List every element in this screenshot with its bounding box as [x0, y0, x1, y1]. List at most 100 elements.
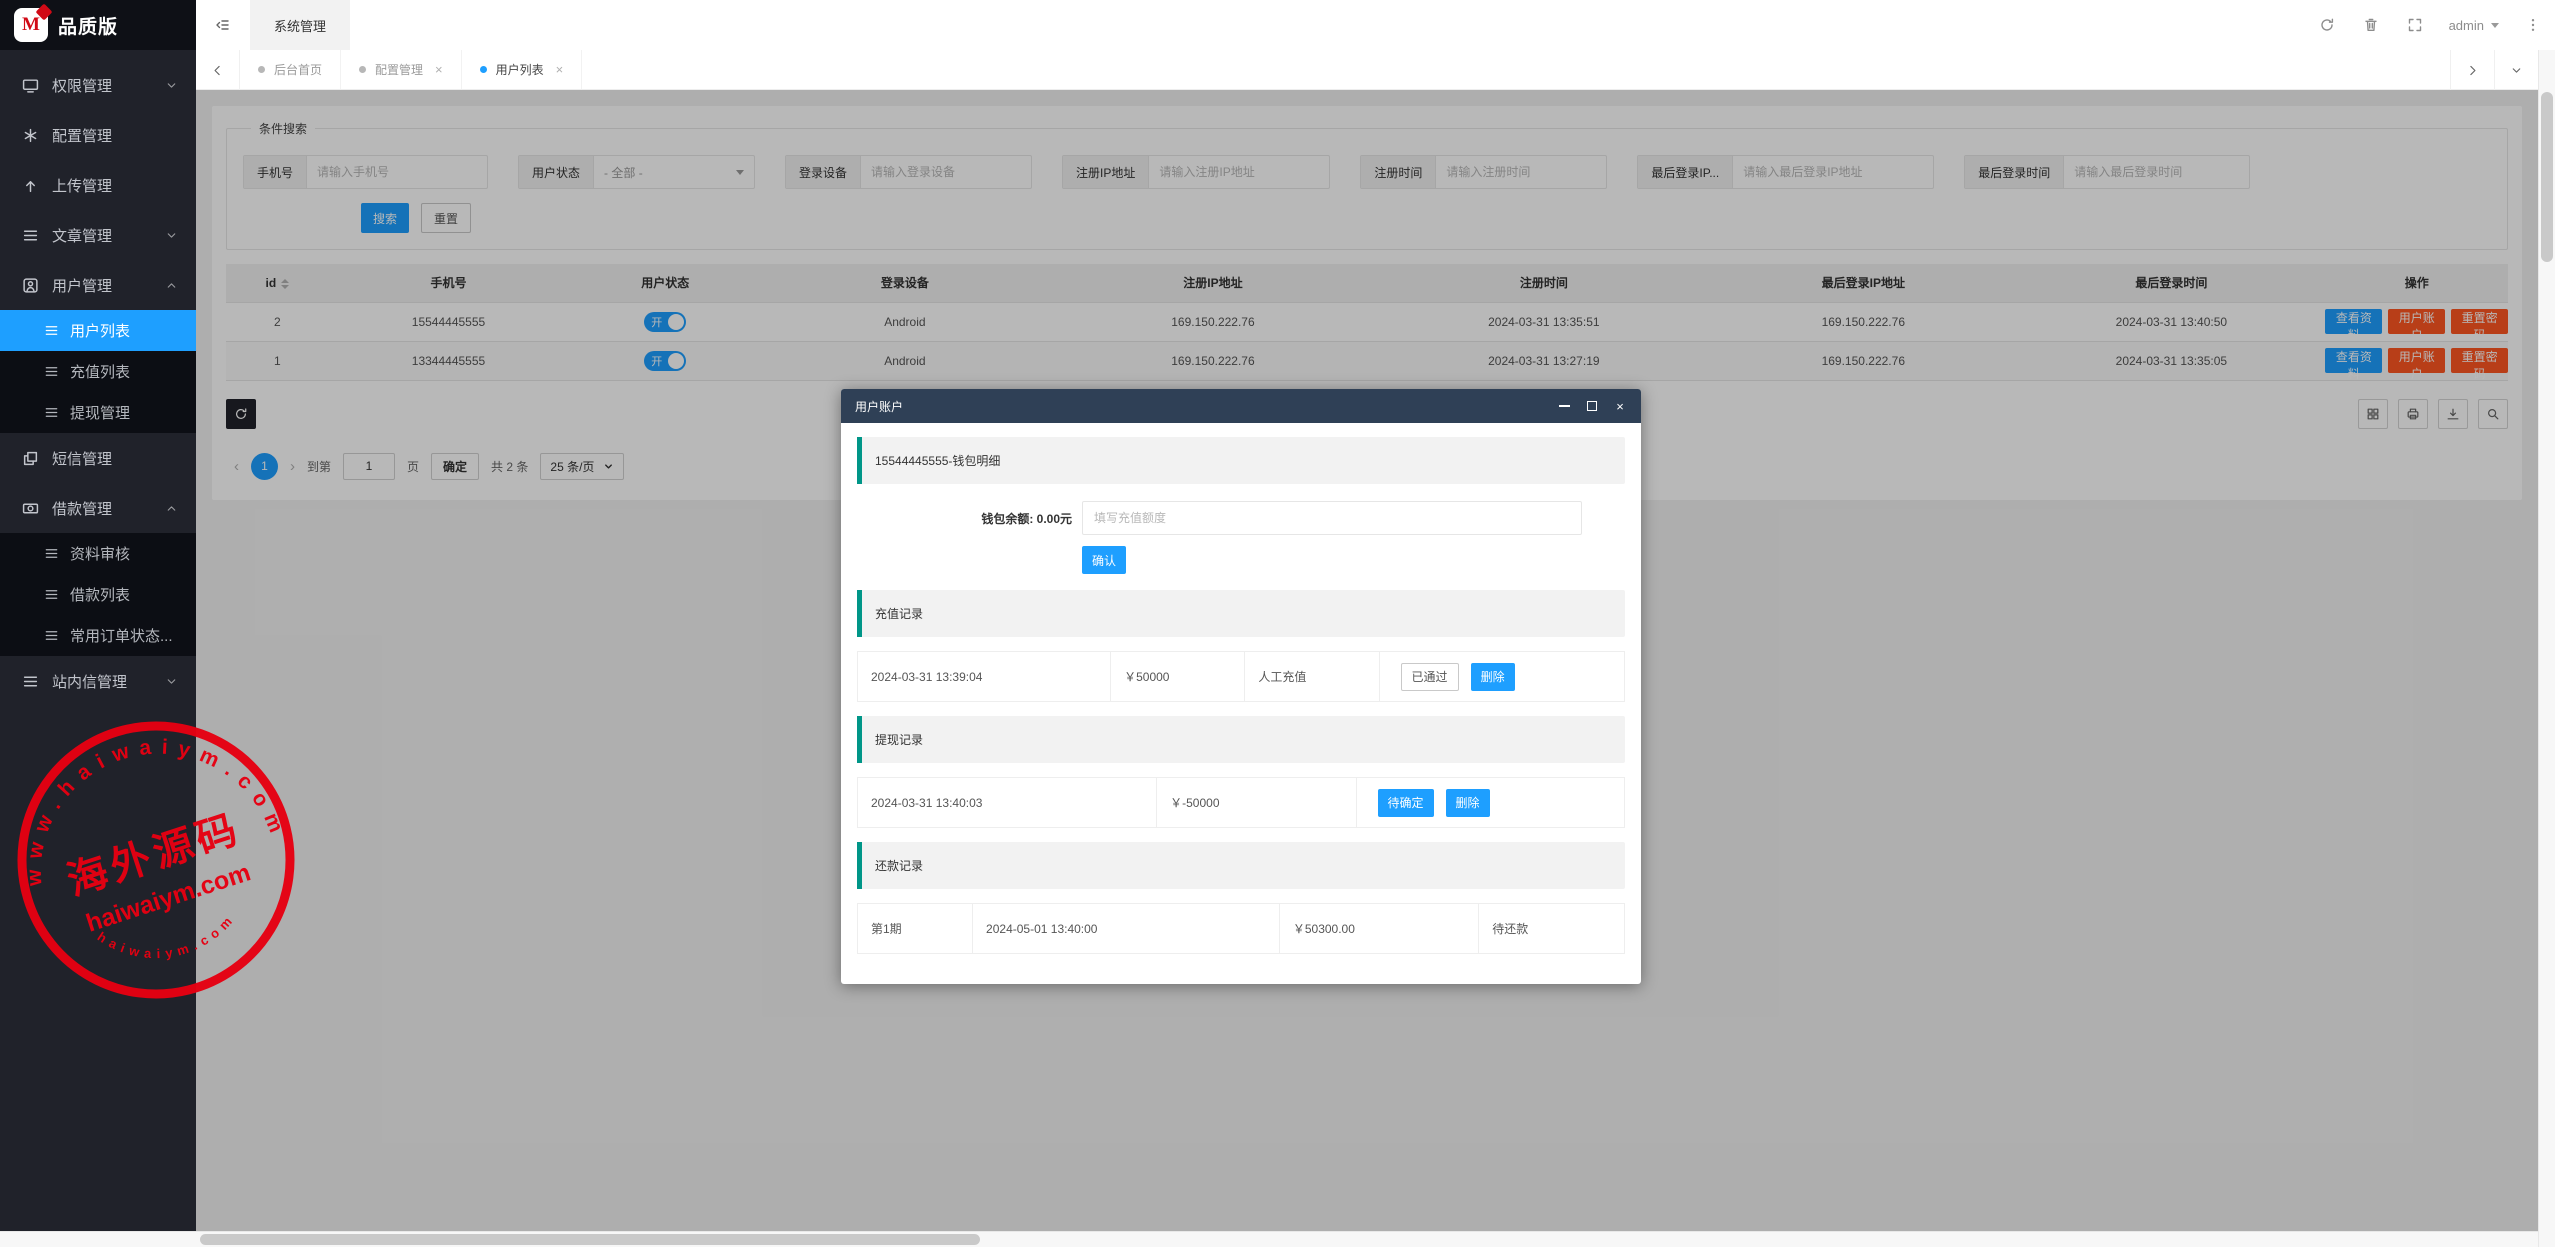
sidebar-subitem-label: 提现管理 [70, 405, 131, 422]
horizontal-scrollbar[interactable] [0, 1231, 2538, 1247]
col-phone: 手机号 [328, 264, 569, 303]
last-time-input[interactable] [2064, 156, 2250, 188]
confirm-recharge-button[interactable]: 确认 [1082, 546, 1127, 574]
tab-label: 用户列表 [495, 63, 544, 77]
user-status-toggle[interactable]: 开 [644, 350, 687, 371]
view-profile-button[interactable]: 查看资料 [2325, 348, 2383, 381]
refresh-button[interactable] [2305, 0, 2349, 50]
search-legend: 条件搜索 [259, 122, 308, 136]
content-card: 条件搜索 手机号 用户状态 - 全部 - 登录设备 [212, 106, 2522, 500]
goto-confirm-button[interactable]: 确定 [431, 452, 480, 480]
minimize-button[interactable] [1557, 399, 1571, 413]
tab-config[interactable]: 配置管理 × [341, 50, 462, 89]
sidebar-item-permissions[interactable]: 权限管理 [0, 60, 196, 110]
fullscreen-button[interactable] [2393, 0, 2437, 50]
view-profile-button[interactable]: 查看资料 [2325, 309, 2383, 342]
sidebar-item-upload[interactable]: 上传管理 [0, 160, 196, 210]
sidebar-item-sms[interactable]: 短信管理 [0, 433, 196, 483]
col-id[interactable]: id [226, 264, 329, 303]
reg-ip-input[interactable] [1149, 156, 1330, 188]
current-page[interactable]: 1 [251, 452, 278, 480]
header-nav-system[interactable]: 系统管理 [250, 0, 351, 50]
reset-password-button[interactable]: 重置密码 [2451, 309, 2509, 342]
goto-label: 到第 [307, 459, 332, 474]
reg-time-input[interactable] [1436, 156, 1607, 188]
tab-close-icon[interactable]: × [435, 62, 443, 77]
delete-recharge-button[interactable]: 删除 [1470, 662, 1515, 691]
tabs-scroll-left-button[interactable] [196, 50, 240, 90]
sort-icon[interactable] [281, 278, 290, 289]
modal-titlebar[interactable]: 用户账户 × [841, 389, 1641, 423]
chevron-down-icon [165, 675, 178, 688]
device-input[interactable] [861, 156, 1032, 188]
user-status-toggle[interactable]: 开 [644, 311, 687, 332]
prev-page-button[interactable]: ‹ [234, 457, 239, 475]
phone-input[interactable] [307, 156, 488, 188]
modal-body: 15544445555-钱包明细 钱包余额: 0.00元 确认 充值记录 202… [841, 423, 1641, 982]
table-row: 2 15544445555 开 Android 169.150.222.76 2… [226, 302, 2509, 342]
search-button[interactable]: 搜索 [361, 203, 410, 233]
user-status-select[interactable]: - 全部 - [594, 156, 754, 188]
vertical-scrollbar-thumb[interactable] [2541, 92, 2553, 262]
recharge-type: 人工充值 [1244, 651, 1380, 702]
page-size-select[interactable]: 25 条/页 [540, 452, 625, 480]
col-last-time: 最后登录时间 [2017, 264, 2326, 303]
export-button[interactable] [2438, 398, 2468, 429]
repay-row: 第1期 2024-05-01 13:40:00 ￥50300.00 待还款 [856, 903, 1625, 954]
sidebar-item-articles[interactable]: 文章管理 [0, 210, 196, 260]
tabs-scroll-right-button[interactable] [2450, 50, 2494, 90]
table-toolbar [226, 398, 2508, 429]
filter-reg-time: 注册时间 [1360, 155, 1608, 189]
sidebar-subitem-order-status[interactable]: 常用订单状态... [0, 615, 196, 656]
filter-label: 注册时间 [1361, 156, 1437, 188]
vertical-scrollbar[interactable] [2538, 50, 2555, 1247]
tabs-menu-button[interactable] [2494, 50, 2538, 90]
sidebar-item-users[interactable]: 用户管理 [0, 260, 196, 310]
sidebar-subitem-profile-review[interactable]: 资料审核 [0, 533, 196, 574]
cell-reg-ip: 169.150.222.76 [1047, 302, 1379, 342]
close-button[interactable]: × [1616, 398, 1624, 414]
sidebar-item-label: 短信管理 [52, 450, 113, 468]
recharge-status-button[interactable]: 已通过 [1400, 662, 1459, 691]
chevron-up-icon [165, 279, 178, 292]
collapse-icon [215, 17, 231, 33]
recharge-amount-input[interactable] [1082, 501, 1582, 535]
tab-user-list[interactable]: 用户列表 × [462, 50, 583, 89]
sidebar-item-loans[interactable]: 借款管理 [0, 483, 196, 533]
sidebar-subitem-user-list[interactable]: 用户列表 [0, 310, 196, 351]
next-page-button[interactable]: › [290, 457, 295, 475]
delete-withdraw-button[interactable]: 删除 [1445, 788, 1490, 817]
horizontal-scrollbar-thumb[interactable] [200, 1234, 980, 1245]
table-refresh-button[interactable] [226, 398, 256, 429]
user-account-button[interactable]: 用户账户 [2388, 348, 2446, 381]
reset-button[interactable]: 重置 [421, 203, 472, 233]
recharge-row: 2024-03-31 13:39:04 ￥50000 人工充值 已通过 删除 [856, 651, 1626, 702]
page-number-input[interactable] [343, 452, 396, 480]
maximize-button[interactable] [1585, 399, 1599, 413]
user-account-button[interactable]: 用户账户 [2388, 309, 2446, 342]
reset-password-button[interactable]: 重置密码 [2451, 348, 2509, 381]
recharge-amount: ￥50000 [1110, 651, 1246, 702]
list-icon [44, 587, 59, 602]
sidebar-item-messages[interactable]: 站内信管理 [0, 656, 196, 706]
more-menu-button[interactable] [2511, 0, 2555, 50]
user-menu[interactable]: admin [2437, 0, 2511, 50]
tab-home[interactable]: 后台首页 [240, 50, 342, 89]
sidebar-subitem-recharge-list[interactable]: 充值列表 [0, 351, 196, 392]
table-tool-icons [2358, 398, 2508, 429]
columns-filter-button[interactable] [2358, 398, 2388, 429]
tab-close-icon[interactable]: × [555, 62, 564, 77]
filter-row: 手机号 用户状态 - 全部 - 登录设备 注册IP地址 [243, 155, 2491, 189]
sidebar-collapse-button[interactable] [196, 0, 250, 50]
table-search-button[interactable] [2478, 398, 2508, 429]
withdraw-confirm-button[interactable]: 待确定 [1377, 788, 1434, 817]
clear-cache-button[interactable] [2349, 0, 2393, 50]
last-ip-input[interactable] [1733, 156, 1934, 188]
print-button[interactable] [2398, 398, 2428, 429]
filter-label: 用户状态 [519, 156, 595, 188]
col-last-ip: 最后登录IP地址 [1709, 264, 2018, 303]
sidebar-item-config[interactable]: 配置管理 [0, 110, 196, 160]
wallet-balance-label: 钱包余额: 0.00元 [981, 511, 1072, 526]
sidebar-subitem-withdraw-mgmt[interactable]: 提现管理 [0, 392, 196, 433]
sidebar-subitem-loan-list[interactable]: 借款列表 [0, 574, 196, 615]
